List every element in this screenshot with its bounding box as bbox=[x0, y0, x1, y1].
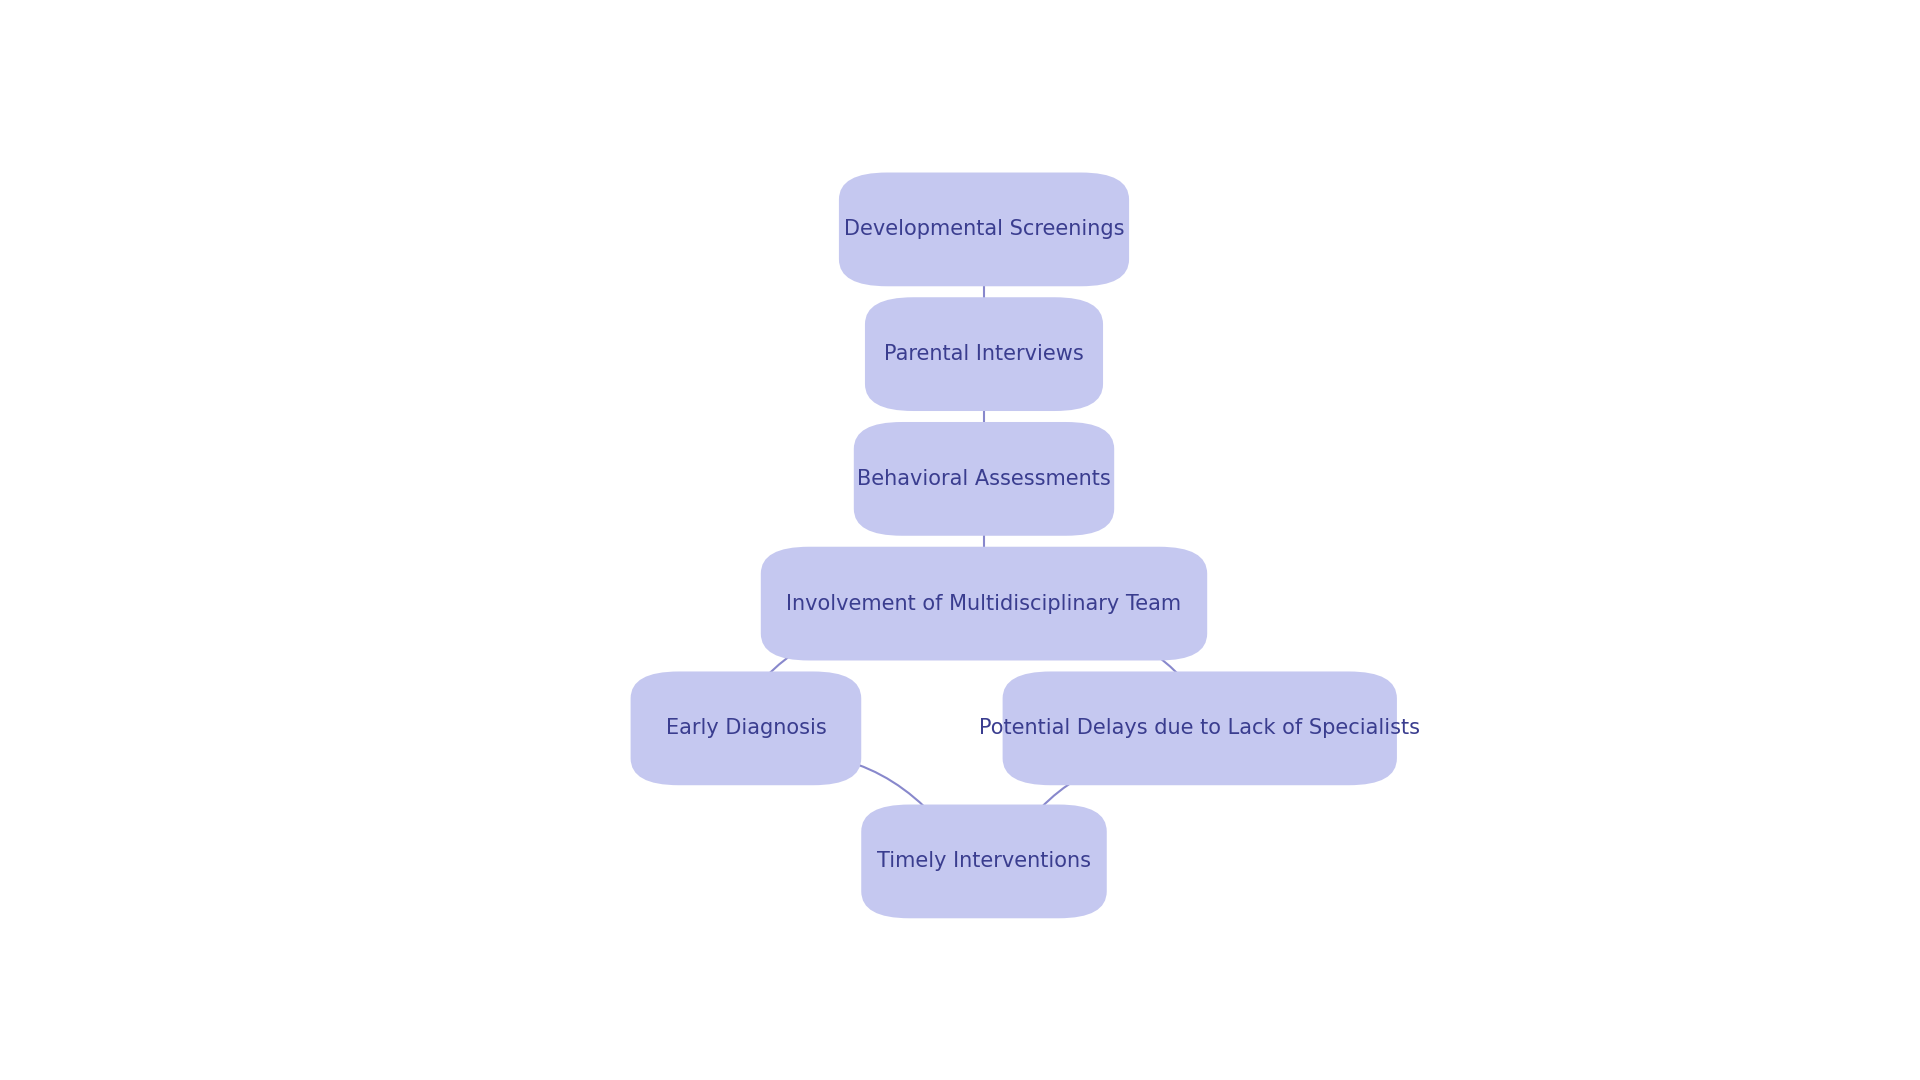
Text: Developmental Screenings: Developmental Screenings bbox=[843, 219, 1125, 240]
FancyBboxPatch shape bbox=[854, 422, 1114, 536]
Text: Behavioral Assessments: Behavioral Assessments bbox=[856, 469, 1112, 489]
Text: Timely Interventions: Timely Interventions bbox=[877, 851, 1091, 872]
Text: Potential Delays due to Lack of Specialists: Potential Delays due to Lack of Speciali… bbox=[979, 718, 1421, 739]
Text: Early Diagnosis: Early Diagnosis bbox=[666, 718, 826, 739]
FancyBboxPatch shape bbox=[864, 297, 1102, 411]
FancyBboxPatch shape bbox=[760, 546, 1208, 661]
FancyBboxPatch shape bbox=[1002, 672, 1398, 785]
FancyBboxPatch shape bbox=[630, 672, 862, 785]
Text: Parental Interviews: Parental Interviews bbox=[883, 345, 1085, 364]
FancyBboxPatch shape bbox=[862, 805, 1106, 918]
Text: Involvement of Multidisciplinary Team: Involvement of Multidisciplinary Team bbox=[787, 594, 1181, 613]
FancyBboxPatch shape bbox=[839, 173, 1129, 286]
